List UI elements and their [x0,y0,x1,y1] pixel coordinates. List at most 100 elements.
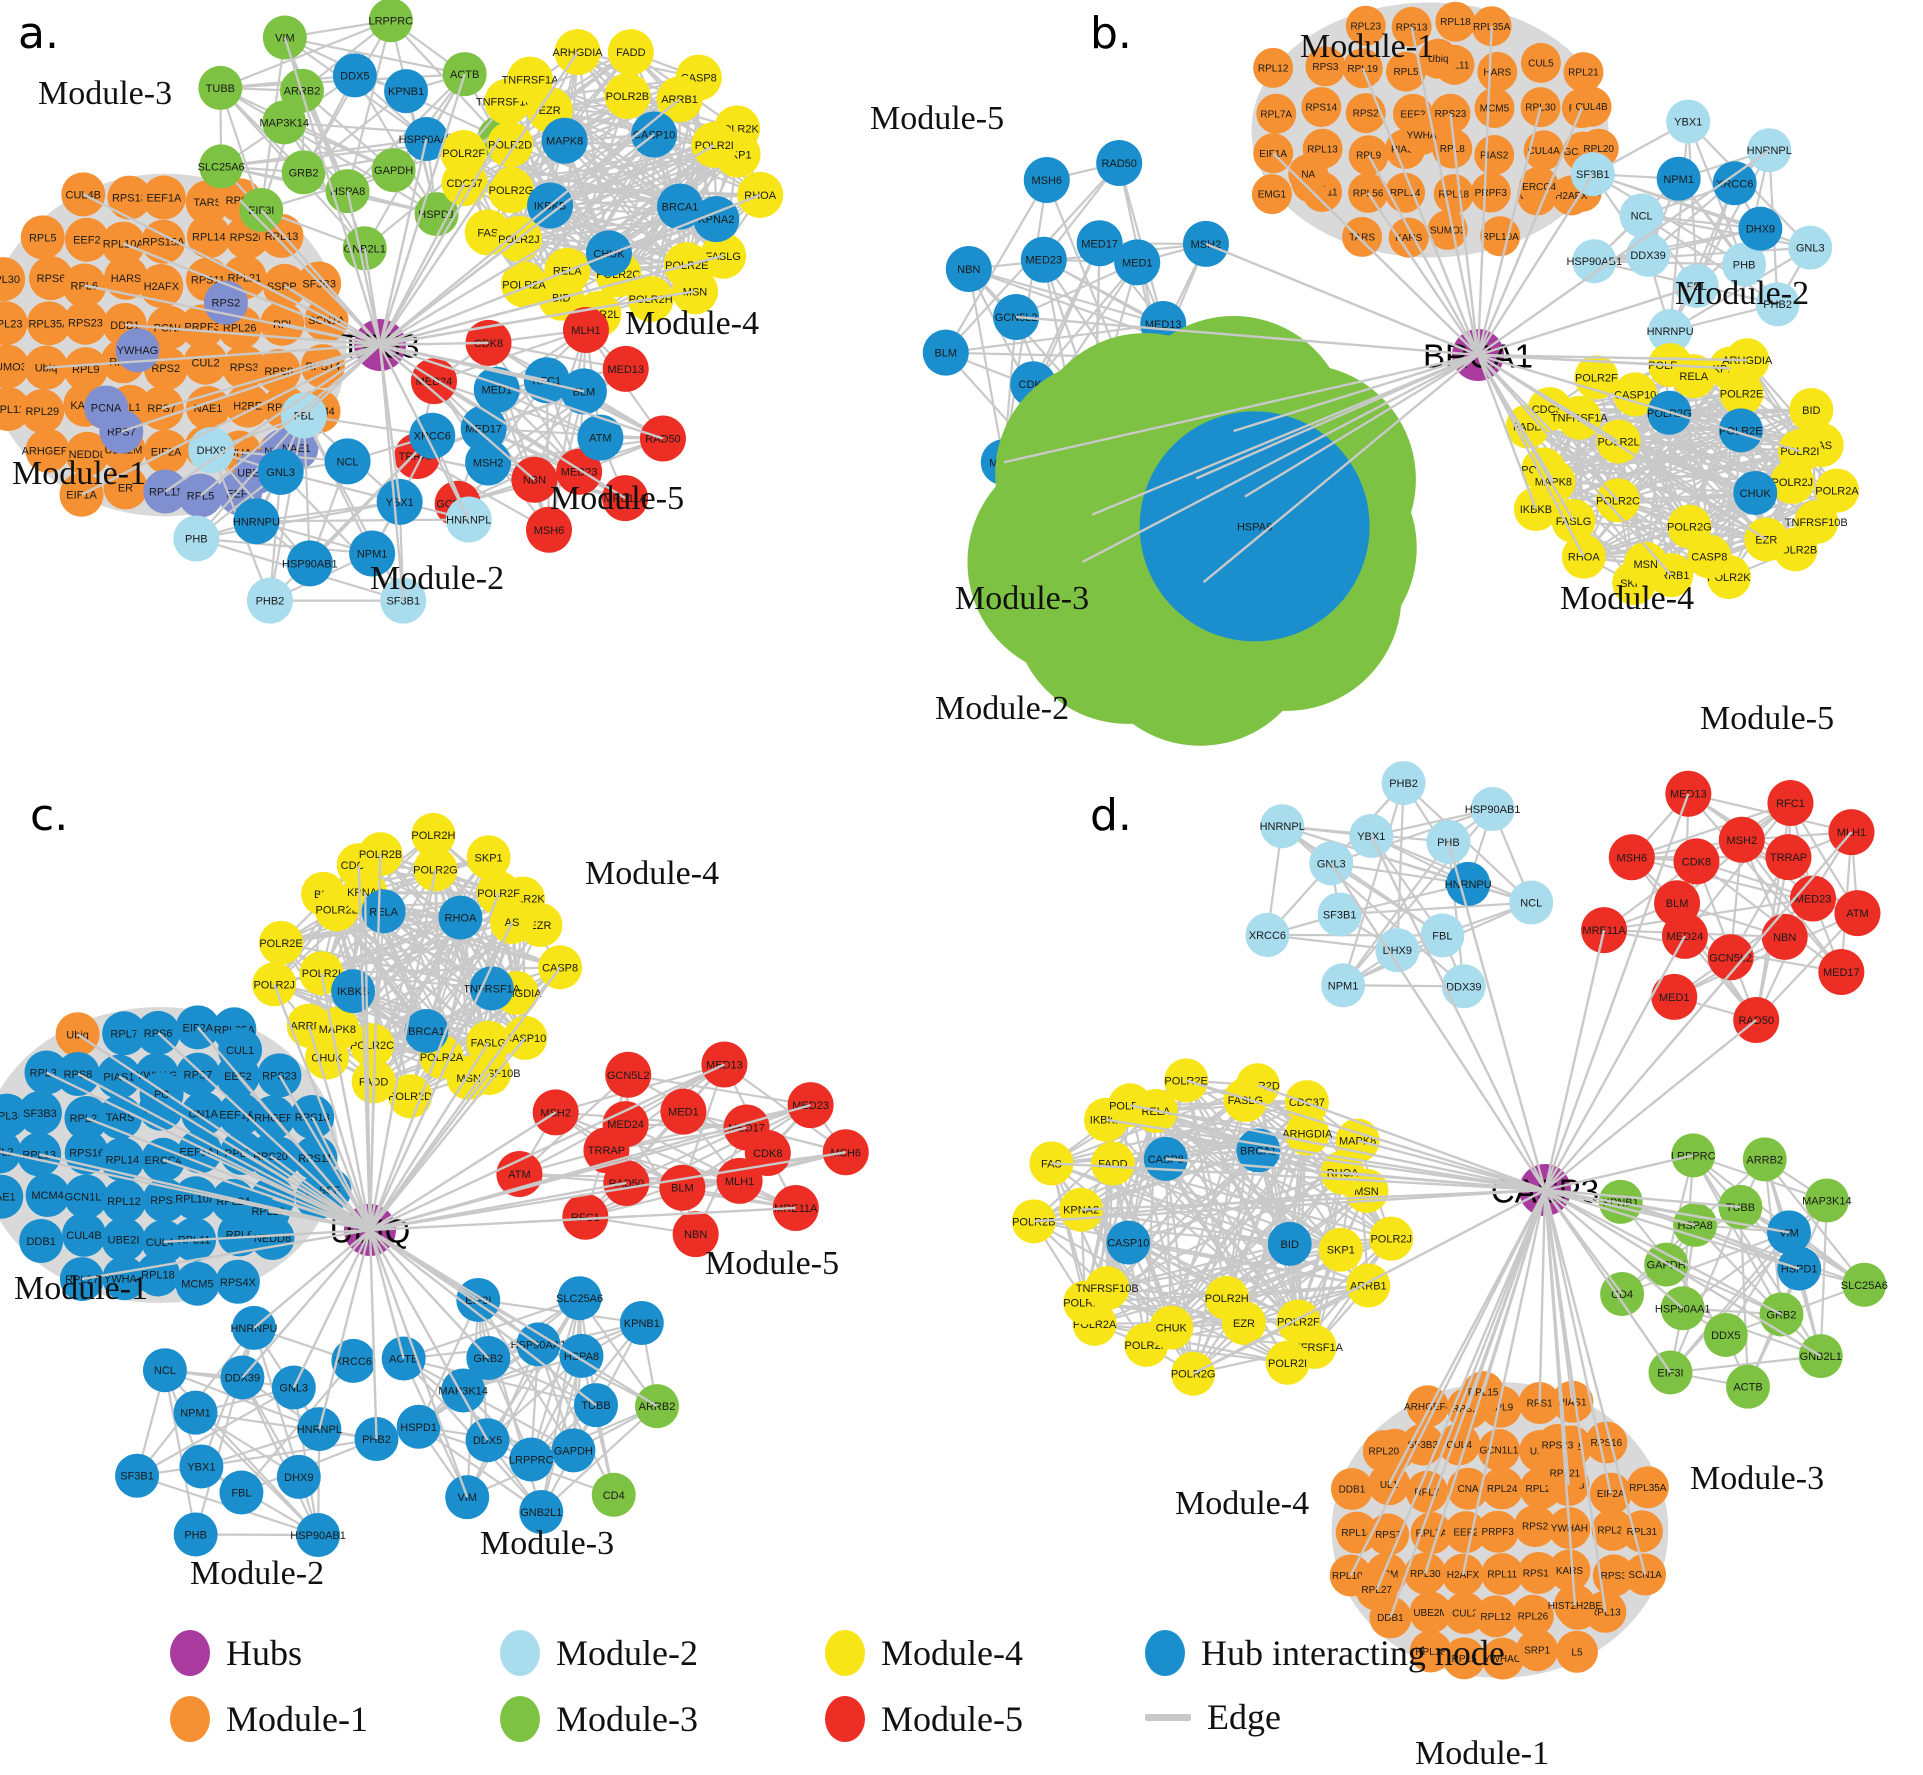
graph-node[interactable]: EZR [1221,1300,1266,1345]
graph-node[interactable]: CHUK [304,1035,349,1080]
graph-node[interactable]: RPS13 [290,1094,335,1139]
graph-node[interactable]: EIF3I [456,1277,501,1322]
node-circle[interactable] [1574,355,1619,400]
graph-node[interactable]: CHUK [1733,470,1778,515]
node-circle[interactable] [1673,838,1720,885]
node-circle[interactable] [414,192,459,237]
node-circle[interactable] [441,1368,486,1413]
graph-node[interactable]: POLR2L [1596,419,1641,464]
graph-node[interactable]: RPS2 [1345,93,1386,134]
node-circle[interactable] [1608,834,1655,881]
node-circle[interactable] [445,1475,490,1520]
node-circle[interactable] [198,65,243,110]
graph-node[interactable]: ERCC4 [1519,166,1560,207]
graph-node[interactable]: MCM [1365,1552,1408,1595]
node-circle[interactable] [1712,161,1757,206]
graph-node[interactable]: LRPPRC [509,1437,554,1482]
graph-node[interactable]: POLR2A [1072,1301,1117,1346]
graph-node[interactable]: RPL26 [217,305,262,350]
node-circle[interactable] [1647,390,1692,435]
graph-node[interactable]: AS [489,900,534,945]
node-circle[interactable] [409,412,456,459]
node-circle[interactable] [186,214,231,259]
node-circle[interactable] [100,339,145,384]
graph-node[interactable]: YWHAG [217,430,262,475]
graph-node[interactable]: TNFRSF10B [476,78,539,125]
graph-node[interactable]: FAS [464,209,511,256]
graph-node[interactable]: PCNA [84,385,129,430]
graph-node[interactable]: MCM5 [1474,87,1515,128]
graph-node[interactable]: EIF2A [1589,1472,1632,1515]
hub-node-brca1[interactable]: BRCA1 [1423,329,1533,381]
node-circle[interactable] [737,171,784,218]
node-circle[interactable] [467,1051,512,1096]
graph-node[interactable]: RPL21 [222,255,267,300]
node-circle[interactable] [219,1470,264,1515]
node-circle[interactable] [63,300,108,345]
node-circle[interactable] [1348,172,1389,213]
node-circle[interactable] [225,215,270,260]
graph-node[interactable]: IKBKB [1513,487,1558,532]
graph-node[interactable]: BLM [922,329,969,376]
node-circle[interactable] [445,496,492,543]
node-circle[interactable] [604,72,651,119]
node-circle[interactable] [1185,364,1416,595]
node-circle[interactable] [1320,1150,1365,1195]
graph-node[interactable]: L5 [1555,1630,1598,1673]
graph-node[interactable]: CDK8 [1673,838,1720,885]
node-circle[interactable] [331,969,376,1014]
node-circle[interactable] [465,439,512,486]
node-circle[interactable] [218,1027,263,1072]
graph-node[interactable]: RPS7 [1373,1428,1416,1471]
graph-node[interactable]: BLM [659,1164,706,1211]
graph-node[interactable]: FAS [1029,1141,1074,1186]
graph-node[interactable]: HNRNPL [1260,804,1305,849]
node-circle[interactable] [1367,1513,1410,1556]
node-circle[interactable] [1687,534,1732,579]
node-circle[interactable] [1651,973,1698,1020]
graph-node[interactable]: RELA [1133,1088,1178,1133]
node-circle[interactable] [262,100,307,145]
node-circle[interactable] [1744,517,1789,562]
node-circle[interactable] [1798,1334,1843,1379]
graph-node[interactable]: AS2 [1550,1425,1593,1468]
node-circle[interactable] [1788,225,1833,270]
graph-node[interactable]: RPL21 [1543,1451,1586,1494]
node-circle[interactable] [297,261,342,306]
graph-node[interactable]: DDX5 [1118,316,1349,547]
graph-node[interactable]: FADD [607,29,654,76]
node-circle[interactable] [1023,156,1070,203]
node-circle[interactable] [64,1096,109,1141]
node-circle[interactable] [1480,216,1521,257]
node-circle[interactable] [257,448,304,495]
graph-node[interactable]: NAE1 [274,425,319,470]
graph-node[interactable]: SF3B1 [115,1453,160,1498]
graph-node[interactable]: CUL4B [1547,1463,1590,1506]
graph-node[interactable]: RPL7A [1410,1512,1453,1555]
graph-node[interactable]: DDB1 [19,1218,64,1263]
graph-node[interactable]: SCN1A [304,298,349,343]
node-circle[interactable] [1186,432,1417,663]
node-circle[interactable] [1317,892,1362,937]
graph-node[interactable]: RPL18 [1435,1,1476,42]
graph-node[interactable]: RPL10A [173,1176,218,1221]
node-circle[interactable] [1446,1387,1489,1430]
graph-node[interactable]: EIF2A [175,1005,220,1050]
node-circle[interactable] [562,307,609,354]
graph-node[interactable]: MCM5 [175,1261,220,1306]
node-circle[interactable] [141,1137,186,1182]
node-circle[interactable] [1076,220,1123,267]
node-circle[interactable] [234,450,279,495]
graph-node[interactable]: SLC25A6 [556,1276,603,1321]
node-circle[interactable] [1747,128,1792,173]
graph-node[interactable]: YBX1 [1666,99,1711,144]
graph-node[interactable]: DDX39 [1626,232,1671,277]
graph-node[interactable]: H2AFX [1551,175,1592,216]
node-circle[interactable] [980,439,1027,486]
graph-node[interactable]: YBX1 [376,478,423,525]
node-circle[interactable] [1561,534,1606,579]
node-circle[interactable] [1260,804,1305,849]
node-circle[interactable] [1276,1299,1321,1344]
node-circle[interactable] [1656,156,1701,201]
graph-node[interactable]: SUMO3 [1427,209,1468,250]
